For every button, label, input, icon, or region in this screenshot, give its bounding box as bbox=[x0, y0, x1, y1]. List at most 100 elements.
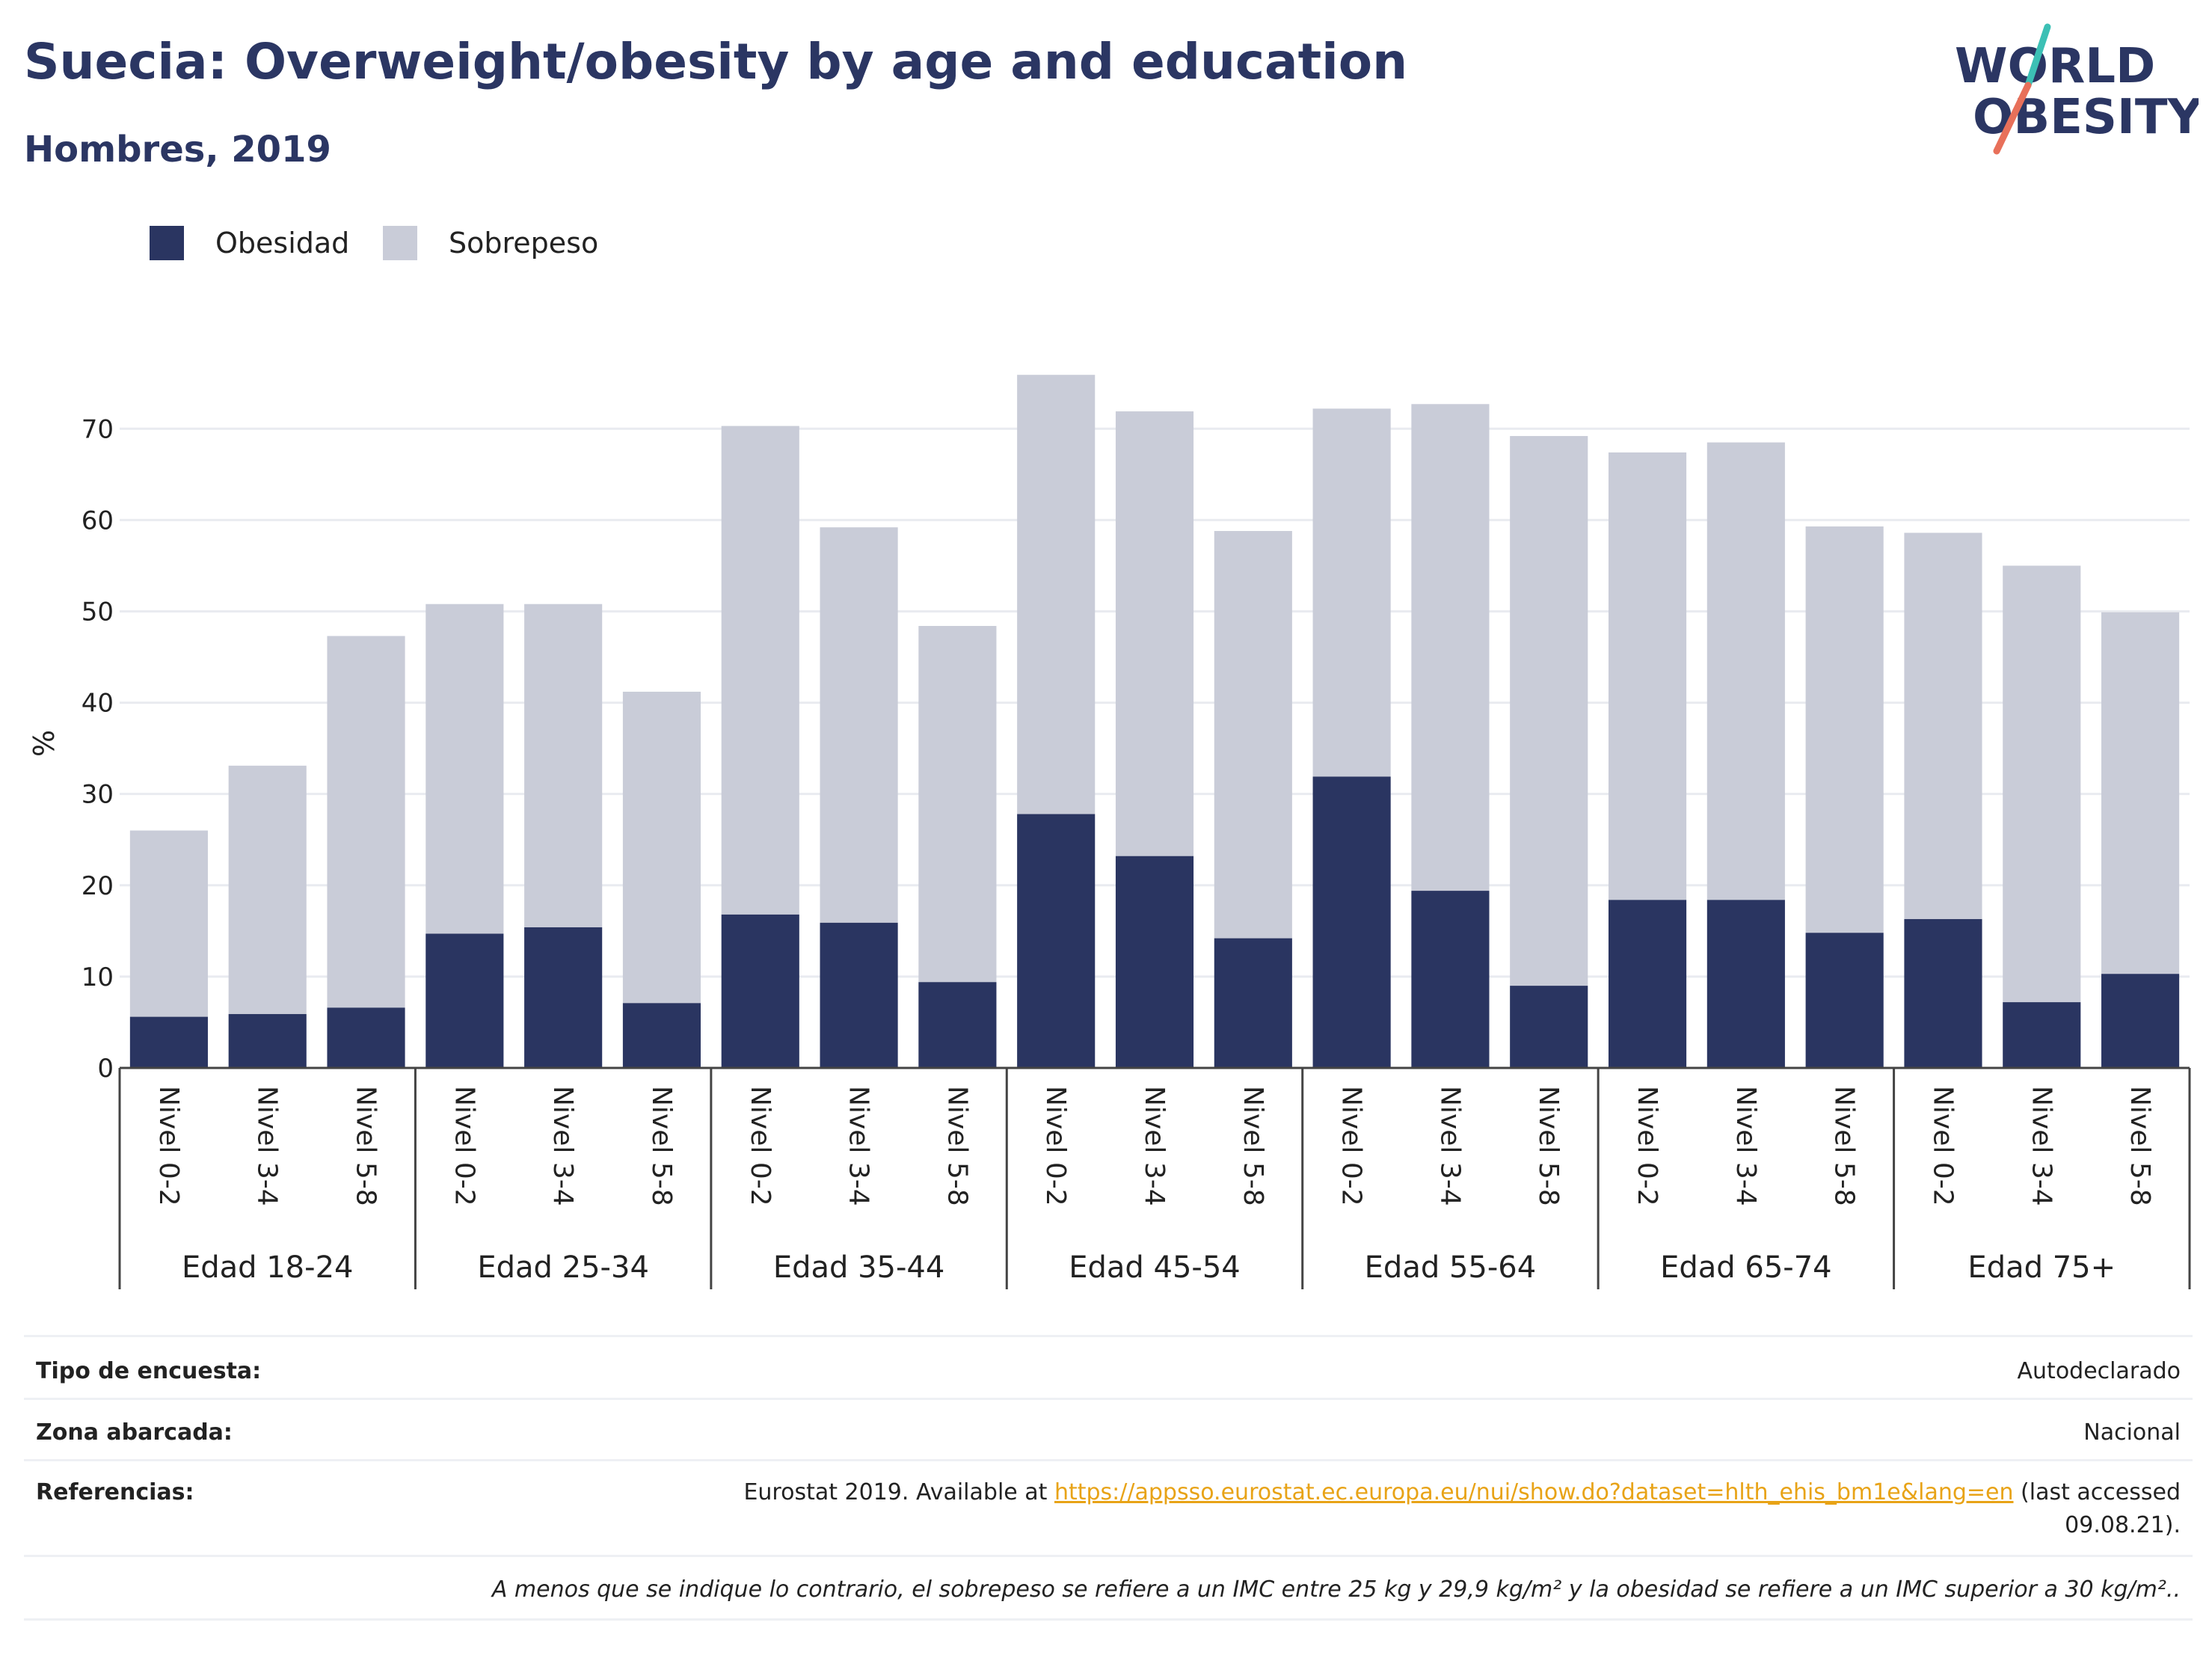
bar-sobrepeso bbox=[1904, 532, 1982, 919]
bar-obesidad bbox=[721, 914, 799, 1068]
references-suffix: (last accessed 09.08.21). bbox=[2013, 1479, 2181, 1538]
x-subcategory-label: Nivel 0-2 bbox=[1632, 1086, 1662, 1206]
bar-sobrepeso bbox=[820, 527, 898, 923]
footnote: A menos que se indique lo contrario, el … bbox=[491, 1576, 2181, 1603]
bar-sobrepeso bbox=[1411, 404, 1490, 891]
legend-swatch bbox=[383, 226, 417, 260]
y-tick-label: 50 bbox=[82, 597, 114, 627]
x-group-label: Edad 18-24 bbox=[182, 1250, 354, 1285]
bar-sobrepeso bbox=[228, 765, 307, 1014]
bar-sobrepeso bbox=[524, 604, 603, 927]
y-tick-label: 20 bbox=[82, 871, 114, 901]
x-group-label: Edad 55-64 bbox=[1365, 1250, 1537, 1285]
x-subcategory-label: Nivel 0-2 bbox=[1927, 1086, 1958, 1206]
bar-obesidad bbox=[1904, 918, 1982, 1068]
bar-obesidad bbox=[918, 982, 997, 1068]
x-subcategory-label: Nivel 3-4 bbox=[2026, 1086, 2056, 1206]
bar-obesidad bbox=[524, 927, 603, 1068]
x-subcategory-label: Nivel 5-8 bbox=[351, 1086, 381, 1206]
legend-label: Sobrepeso bbox=[449, 227, 598, 260]
x-subcategory-label: Nivel 3-4 bbox=[844, 1086, 874, 1206]
x-subcategory-label: Nivel 3-4 bbox=[1730, 1086, 1761, 1206]
x-group-label: Edad 65-74 bbox=[1660, 1250, 1832, 1285]
bar-sobrepeso bbox=[1510, 436, 1588, 986]
x-subcategory-label: Nivel 3-4 bbox=[1434, 1086, 1465, 1206]
bar-sobrepeso bbox=[2101, 612, 2180, 974]
chart-subtitle: Hombres, 2019 bbox=[24, 129, 331, 171]
legend-label: Obesidad bbox=[215, 227, 349, 260]
bar-obesidad bbox=[129, 1016, 208, 1068]
y-tick-label: 70 bbox=[82, 414, 114, 444]
x-subcategory-label: Nivel 5-8 bbox=[1533, 1086, 1564, 1206]
y-tick-label: 60 bbox=[82, 506, 114, 535]
bar-obesidad bbox=[2101, 974, 2180, 1068]
bar-sobrepeso bbox=[1608, 452, 1687, 900]
x-subcategory-label: Nivel 0-2 bbox=[449, 1086, 479, 1206]
bar-obesidad bbox=[622, 1003, 701, 1068]
logo-slash-coral bbox=[1993, 82, 2032, 155]
bar-sobrepeso bbox=[1214, 531, 1292, 939]
meta-row-footnote: A menos que se indique lo contrario, el … bbox=[24, 1555, 2193, 1621]
y-tick-label: 10 bbox=[82, 962, 114, 992]
y-axis-label: % bbox=[28, 730, 61, 757]
x-subcategory-label: Nivel 5-8 bbox=[646, 1086, 677, 1206]
x-group-label: Edad 75+ bbox=[1967, 1250, 2116, 1285]
references-label: Referencias: bbox=[36, 1479, 194, 1505]
bar-sobrepeso bbox=[327, 636, 405, 1008]
y-tick-label: 40 bbox=[82, 689, 114, 719]
bar-sobrepeso bbox=[1115, 411, 1194, 856]
chart-title: Suecia: Overweight/obesity by age and ed… bbox=[24, 33, 1408, 90]
x-group-label: Edad 45-54 bbox=[1069, 1250, 1241, 1285]
references-prefix: Eurostat 2019. Available at bbox=[743, 1479, 1054, 1505]
bar-obesidad bbox=[1411, 891, 1490, 1068]
x-subcategory-label: Nivel 0-2 bbox=[153, 1086, 184, 1206]
bar-sobrepeso bbox=[1805, 526, 1884, 933]
x-subcategory-label: Nivel 5-8 bbox=[1829, 1086, 1860, 1206]
bar-obesidad bbox=[327, 1007, 405, 1068]
x-subcategory-label: Nivel 0-2 bbox=[745, 1086, 775, 1206]
meta-row-survey: Tipo de encuesta: Autodeclarado bbox=[24, 1335, 2193, 1400]
bar-sobrepeso bbox=[129, 830, 208, 1017]
x-subcategory-label: Nivel 3-4 bbox=[1139, 1086, 1170, 1206]
bar-obesidad bbox=[1115, 856, 1194, 1068]
bar-obesidad bbox=[1510, 986, 1588, 1068]
references-link[interactable]: https://appsso.eurostat.ec.europa.eu/nui… bbox=[1054, 1479, 2014, 1505]
x-subcategory-label: Nivel 5-8 bbox=[941, 1086, 972, 1206]
y-tick-label: 0 bbox=[97, 1054, 114, 1084]
survey-type-value: Autodeclarado bbox=[2017, 1358, 2181, 1384]
bar-sobrepeso bbox=[1312, 408, 1391, 777]
bar-obesidad bbox=[1706, 900, 1785, 1068]
bar-obesidad bbox=[1805, 933, 1884, 1068]
bar-sobrepeso bbox=[918, 626, 997, 983]
area-value: Nacional bbox=[2083, 1419, 2181, 1446]
references-value: Eurostat 2019. Available at https://apps… bbox=[685, 1476, 2181, 1542]
bar-obesidad bbox=[425, 933, 504, 1068]
logo-slash-teal bbox=[2024, 23, 2051, 89]
bar-obesidad bbox=[228, 1013, 307, 1068]
bar-obesidad bbox=[1608, 900, 1687, 1068]
stacked-bar-chart: 0 10 20 30 40 50 60 70% Nivel 0-2 Nivel 3-4 Nivel … bbox=[28, 226, 2191, 1289]
y-tick-label: 30 bbox=[82, 780, 114, 810]
bar-sobrepeso bbox=[622, 691, 701, 1004]
bar-sobrepeso bbox=[425, 604, 504, 934]
legend-swatch bbox=[150, 226, 184, 260]
world-obesity-logo: WORLD OBESITY bbox=[1955, 23, 2199, 155]
x-subcategory-label: Nivel 3-4 bbox=[547, 1086, 578, 1206]
logo-line1: WORLD bbox=[1955, 39, 2155, 94]
bar-obesidad bbox=[1017, 814, 1096, 1068]
bar-sobrepeso bbox=[721, 426, 799, 915]
x-subcategory-label: Nivel 5-8 bbox=[2125, 1086, 2155, 1206]
bar-sobrepeso bbox=[1017, 375, 1096, 814]
survey-type-label: Tipo de encuesta: bbox=[36, 1358, 262, 1384]
bar-sobrepeso bbox=[1706, 442, 1785, 900]
x-subcategory-label: Nivel 3-4 bbox=[252, 1086, 283, 1206]
x-subcategory-label: Nivel 5-8 bbox=[1238, 1086, 1268, 1206]
bar-obesidad bbox=[2003, 1002, 2081, 1068]
meta-row-area: Zona abarcada: Nacional bbox=[24, 1398, 2193, 1461]
bar-sobrepeso bbox=[2003, 565, 2081, 1003]
bar-obesidad bbox=[1312, 776, 1391, 1068]
x-subcategory-label: Nivel 0-2 bbox=[1336, 1086, 1367, 1206]
x-group-label: Edad 35-44 bbox=[773, 1250, 945, 1285]
x-group-label: Edad 25-34 bbox=[477, 1250, 649, 1285]
bar-obesidad bbox=[1214, 938, 1292, 1068]
